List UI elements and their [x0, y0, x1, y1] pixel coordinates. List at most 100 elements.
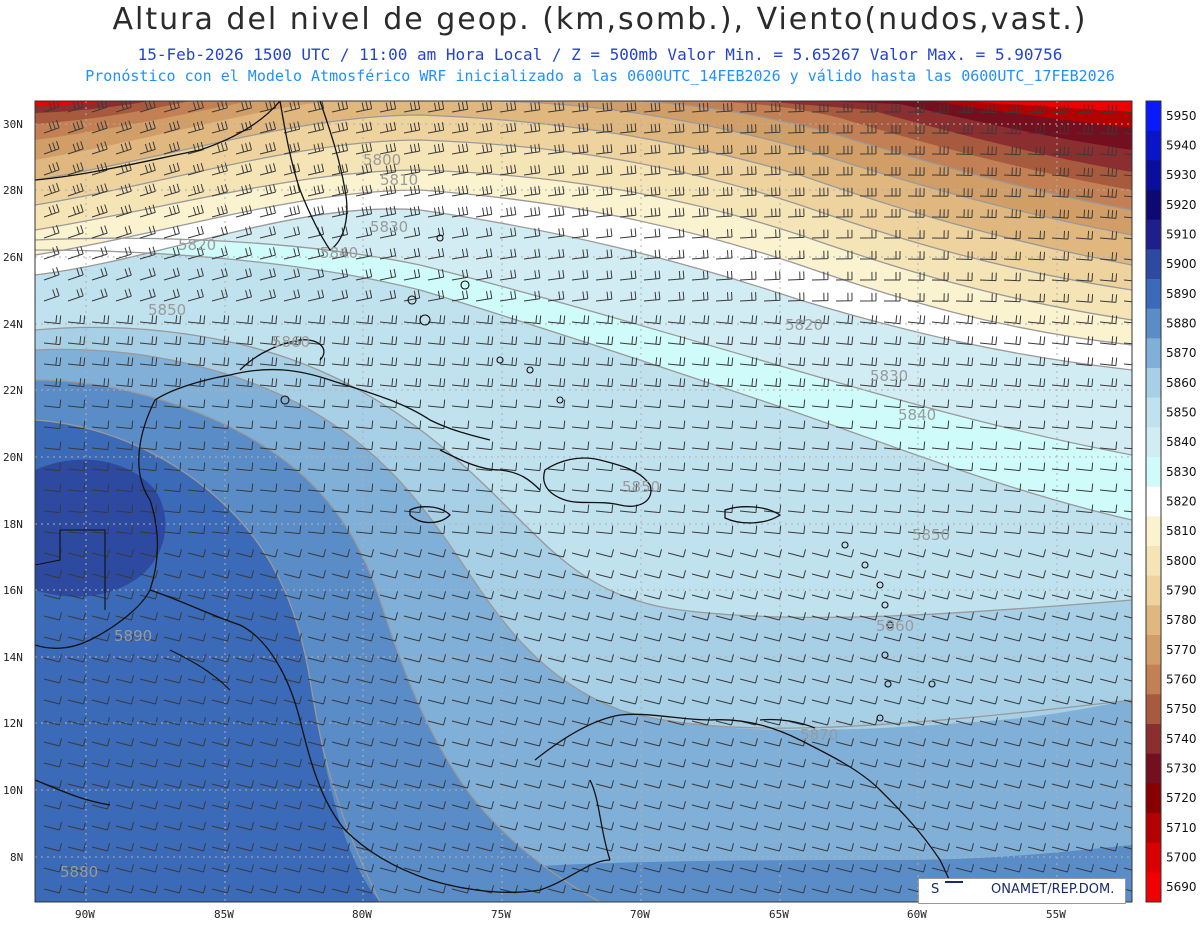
- colorbar-label: 5900: [1166, 257, 1197, 271]
- colorbar-label: 5930: [1166, 168, 1197, 182]
- colorbar-swatch: [1146, 427, 1161, 458]
- lat-tick: 12N: [3, 717, 23, 730]
- lon-tick: 65W: [769, 908, 789, 921]
- colorbar-frame: [1145, 100, 1162, 903]
- lat-tick: 8N: [10, 851, 23, 864]
- lon-tick: 80W: [352, 908, 372, 921]
- colorbar-swatch: [1146, 338, 1161, 369]
- lat-tick: 16N: [3, 584, 23, 597]
- colorbar-label: 5730: [1166, 762, 1197, 776]
- lat-tick: 30N: [3, 118, 23, 131]
- colorbar-swatch: [1146, 635, 1161, 666]
- contour-label: 5850: [148, 301, 186, 319]
- contour-labels: 5800 5810 5820 5820 5830 5830 5840 5840 …: [60, 151, 950, 881]
- credit-text: ONAMET/REP.DOM.: [991, 882, 1115, 897]
- colorbar-label: 5910: [1166, 228, 1197, 242]
- lat-ticks: 30N 28N 26N 24N 22N 20N 18N 16N 14N 12N …: [3, 118, 23, 864]
- contour-label: 5820: [785, 316, 823, 334]
- contour-label: 5850: [622, 478, 660, 496]
- coastlines: [35, 101, 961, 902]
- contour-label: 5880: [60, 863, 98, 881]
- colorbar-label: 5880: [1166, 317, 1197, 331]
- credit-box: S ONAMET/REP.DOM.: [918, 878, 1126, 904]
- lat-tick: 26N: [3, 251, 23, 264]
- contour-label: 5820: [178, 236, 216, 254]
- colorbar-label: 5690: [1166, 880, 1197, 894]
- colorbar-label: 5740: [1166, 732, 1197, 746]
- contour-label: 5840: [898, 406, 936, 424]
- map-subtitle-2: Pronóstico con el Modelo Atmosférico WRF…: [85, 67, 1115, 85]
- colorbar-swatch: [1146, 368, 1161, 399]
- colorbar-swatch: [1146, 279, 1161, 310]
- contour-label: 5840: [320, 244, 358, 262]
- lon-tick: 70W: [630, 908, 650, 921]
- colorbar-swatch: [1146, 753, 1161, 784]
- map-subtitle: 15-Feb-2026 1500 UTC / 11:00 am Hora Loc…: [137, 45, 1063, 64]
- colorbar-label: 5790: [1166, 584, 1197, 598]
- colorbar-label: 5750: [1166, 702, 1197, 716]
- colorbar-swatch: [1146, 249, 1161, 280]
- colorbar-swatch: [1146, 872, 1161, 903]
- wind-barbs: [43, 101, 1132, 894]
- colorbar-swatch: [1146, 842, 1161, 873]
- colorbar-swatch: [1146, 219, 1161, 250]
- lon-tick: 85W: [214, 908, 234, 921]
- colorbar-swatch: [1146, 813, 1161, 844]
- wind-barb-legend-icon: [945, 881, 963, 893]
- colorbar-swatch: [1146, 397, 1161, 428]
- lon-tick: 90W: [75, 908, 95, 921]
- colorbar-label: 5830: [1166, 465, 1197, 479]
- colorbar-swatch: [1146, 457, 1161, 488]
- colorbar-swatch: [1146, 308, 1161, 339]
- colorbar-swatch: [1146, 190, 1161, 221]
- colorbar-label: 5950: [1166, 109, 1197, 123]
- lon-tick: 75W: [491, 908, 511, 921]
- contour-label: 5800: [363, 151, 401, 169]
- colorbar-label: 5770: [1166, 643, 1197, 657]
- contour-label: 5860: [876, 617, 914, 635]
- colorbar-label: 5850: [1166, 406, 1197, 420]
- colorbar-label: 5920: [1166, 198, 1197, 212]
- lon-tick: 60W: [907, 908, 927, 921]
- colorbar-swatch: [1146, 486, 1161, 517]
- islands: [280, 234, 936, 722]
- map-title: Altura del nivel de geop. (km,somb.), Vi…: [112, 2, 1088, 37]
- colorbar-label: 5820: [1166, 495, 1197, 509]
- credit-symbol: S: [931, 882, 940, 897]
- colorbar-label: 5840: [1166, 435, 1197, 449]
- colorbar-label: 5710: [1166, 821, 1197, 835]
- contour-label: 5860: [272, 333, 310, 351]
- wind-barb-paths: [43, 101, 1132, 894]
- contour-label: 5870: [800, 726, 838, 744]
- colorbar-swatch: [1146, 130, 1161, 161]
- colorbar-label: 5700: [1166, 851, 1197, 865]
- colorbar-label: 5870: [1166, 346, 1197, 360]
- lon-tick: 55W: [1046, 908, 1066, 921]
- borders: [35, 529, 231, 691]
- colorbar-swatch: [1146, 516, 1161, 547]
- colorbar-swatch: [1146, 101, 1161, 132]
- colorbar-swatch: [1146, 605, 1161, 636]
- lat-tick: 18N: [3, 518, 23, 531]
- colorbar-swatch: [1146, 160, 1161, 191]
- lon-ticks: 90W 85W 80W 75W 70W 65W 60W 55W: [75, 908, 1066, 921]
- colorbar-label: 5780: [1166, 613, 1197, 627]
- map-frame: [34, 100, 1133, 903]
- colorbar-label: 5760: [1166, 673, 1197, 687]
- colorbar: 5950 5940 5930 5920 5910 5900 5890 5880 5870 5860…: [1146, 101, 1197, 903]
- colorbar-label: 5860: [1166, 376, 1197, 390]
- colorbar-swatch: [1146, 575, 1161, 606]
- colorbar-swatch: [1146, 783, 1161, 814]
- colorbar-label: 5890: [1166, 287, 1197, 301]
- colorbar-label: 5810: [1166, 524, 1197, 538]
- colorbar-swatch: [1146, 694, 1161, 725]
- colorbar-label: 5800: [1166, 554, 1197, 568]
- colorbar-label: 5720: [1166, 791, 1197, 805]
- lat-tick: 10N: [3, 784, 23, 797]
- contour-label: 5830: [370, 218, 408, 236]
- contour-label: 5890: [114, 627, 152, 645]
- colorbar-swatch: [1146, 546, 1161, 577]
- colorbar-swatch: [1146, 724, 1161, 755]
- lat-tick: 20N: [3, 451, 23, 464]
